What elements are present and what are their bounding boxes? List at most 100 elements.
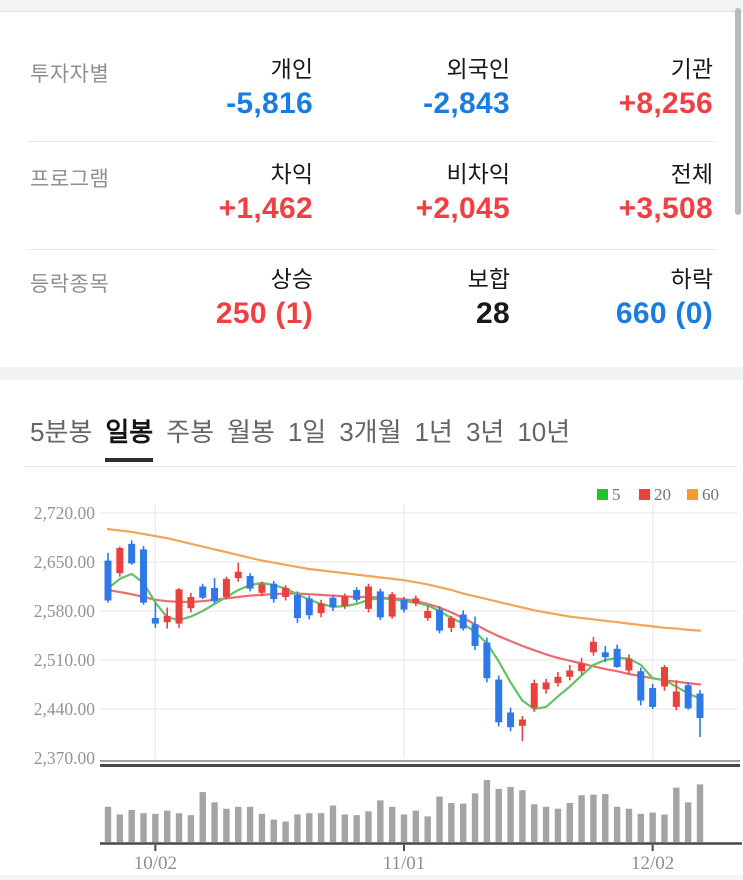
stat-col: 차익 +1,462 [219,160,313,227]
tab-3년[interactable]: 3년 [465,417,505,447]
ma-legend: 5 20 60 [597,485,719,504]
candle-up [530,683,538,708]
legend-swatch [639,489,650,500]
divider [27,141,716,142]
tab-10년[interactable]: 10년 [517,417,571,447]
tab-주봉[interactable]: 주봉 [166,417,214,447]
volume-bar [140,813,147,842]
volume-bar [116,814,124,842]
investor-stats-card: 투자자별 개인 -5,816 외국인 -2,843 기관 +8,256 프로그램… [0,12,743,367]
candle-up [542,682,550,690]
legend-label: 60 [702,485,719,504]
candle-up [258,584,266,593]
candle-up [518,719,526,726]
tab-5분봉[interactable]: 5분봉 [30,417,93,447]
x-axis-label: 12/02 [631,853,674,874]
candle-up [554,676,562,684]
y-axis-label: 2,510.00 [34,650,96,670]
candle-down [696,693,704,719]
volume-bar [104,806,112,842]
col-value: +3,508 [618,192,713,225]
volume-bar [566,802,573,842]
tab-일봉[interactable]: 일봉 [105,412,153,462]
candle-up [578,663,586,672]
candle-down [128,543,136,564]
volume-bar [649,812,656,842]
volume-bar [400,814,408,842]
y-axis-label: 2,720.00 [34,503,96,523]
candle-down [507,712,515,728]
tab-1일[interactable]: 1일 [287,417,327,447]
candle-down [483,642,491,679]
volume-bar [471,793,479,842]
col-value: -2,843 [423,87,510,120]
stat-col: 외국인 -2,843 [423,55,510,122]
volume-bar [519,790,526,842]
candle-down [140,549,148,603]
volume-bar [531,804,538,842]
volume-bar [306,813,313,842]
candle-up [222,578,230,597]
stat-col: 비차익 +2,045 [416,160,510,227]
candle-up [424,611,432,618]
stat-col: 개인 -5,816 [226,55,313,122]
volume-bar [507,786,514,842]
volume-bar [684,802,692,842]
volume-bar [602,794,609,842]
volume-bar [495,788,502,842]
col-header: 보합 [467,266,510,292]
price-chart[interactable]: 2,720.00 2,650.00 2,580.00 2,510.00 2,440.00… [0,480,743,880]
candle-up [364,586,372,609]
legend-swatch [597,489,608,500]
volume-bar [554,808,562,842]
candle-down [649,688,657,707]
candle-up [116,548,124,574]
volume-bar [353,815,360,842]
volume-bar [235,806,242,842]
candle-up [388,594,396,617]
candle-down [329,597,337,608]
tab-3개월[interactable]: 3개월 [339,417,402,447]
volume-bar [696,784,704,842]
tab-월봉[interactable]: 월봉 [227,417,275,447]
volume-bar [329,805,337,842]
stats-row-advance-decline: 등락종목 상승 250 (1) 보합 28 하락 660 (0) [0,265,743,365]
legend-label: 20 [654,485,671,504]
volume-bar [637,813,644,842]
row-label: 투자자별 [30,63,110,86]
volume-bar [590,794,597,842]
volume-bar [388,806,396,842]
volume-bar [211,802,218,842]
volume-bar [246,806,254,842]
volume-bar [223,808,230,842]
candle-down [400,599,408,610]
stat-col: 전체 +3,508 [619,160,713,227]
top-strip [0,0,743,12]
volume-bar [187,815,195,842]
y-axis-label: 2,440.00 [34,699,96,719]
chart-card: 5분봉 일봉 주봉 월봉 1일 3개월 1년 3년 10년 2,720.00 2,650.00 2,… [0,380,743,880]
scrollbar-thumb[interactable] [735,8,741,215]
candle-up [412,598,420,604]
candle-down [151,618,159,624]
tab-1년[interactable]: 1년 [414,417,453,447]
volume-bar [377,800,384,842]
stats-row-program: 프로그램 차익 +1,462 비차익 +2,045 전체 +3,508 [0,160,743,260]
stats-row-investors: 투자자별 개인 -5,816 외국인 -2,843 기관 +8,256 [0,55,743,155]
volume-bar [128,810,135,842]
volume-bar [424,816,431,842]
candle-down [246,576,254,589]
candle-up [282,587,290,597]
col-header: 전체 [670,161,713,187]
x-axis-label: 10/02 [134,853,177,874]
y-axis-label: 2,580.00 [34,601,96,621]
candle-up [317,603,325,614]
volume-bars [104,779,704,842]
row-label: 프로그램 [30,168,110,191]
candle-up [660,667,668,687]
col-header: 하락 [670,266,713,292]
ma60-line [106,527,702,632]
candle-down [436,609,444,631]
stat-col: 기관 +8,256 [619,55,713,122]
